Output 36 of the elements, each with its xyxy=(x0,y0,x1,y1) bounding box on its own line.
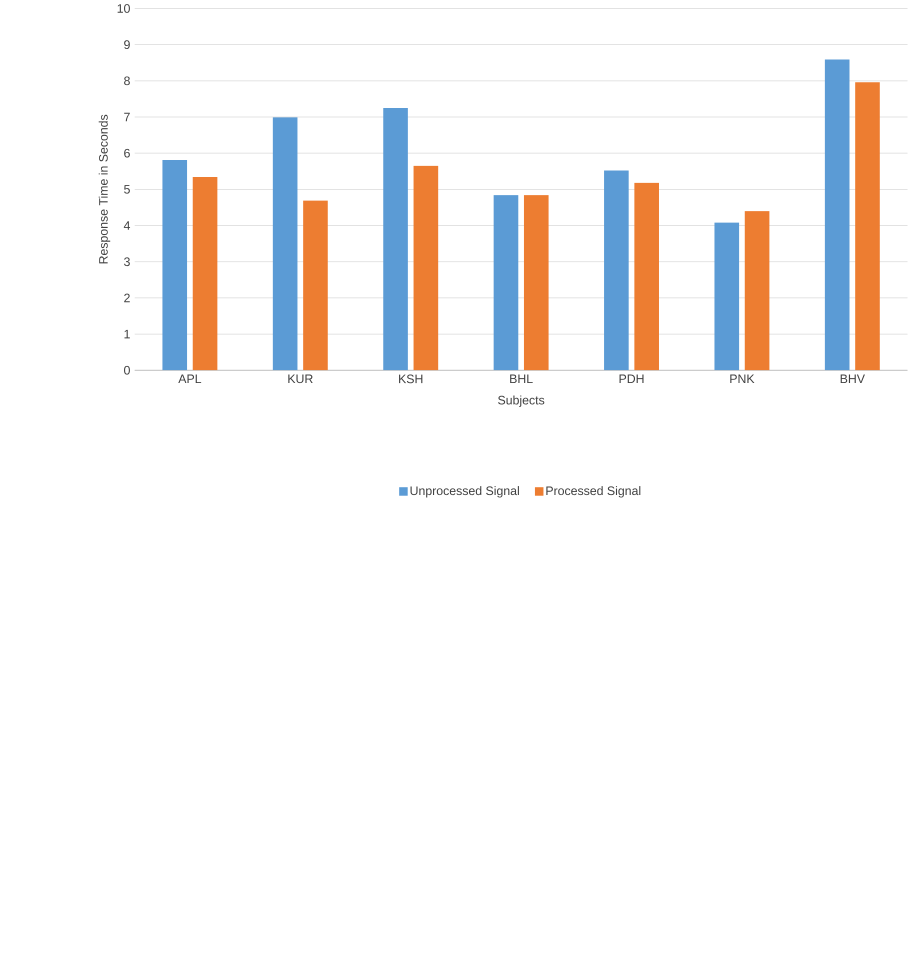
x-tick-label: KSH xyxy=(398,374,422,384)
x-tick-label: BHV xyxy=(840,374,865,384)
bar xyxy=(714,222,739,370)
bar xyxy=(855,82,880,370)
x-tick-label: PDH xyxy=(619,374,644,384)
legend-label: Processed Signal xyxy=(546,486,640,498)
y-tick-label: 4 xyxy=(124,221,130,230)
bar xyxy=(604,170,629,370)
x-tick-label: KUR xyxy=(288,374,313,384)
y-tick-label: 10 xyxy=(118,4,130,13)
x-tick-label: APL xyxy=(178,374,202,384)
y-tick-label: 5 xyxy=(124,185,130,194)
x-tick-label: BHL xyxy=(510,374,533,384)
bar xyxy=(634,182,659,370)
x-axis-title: Subjects xyxy=(498,395,544,407)
bar xyxy=(494,195,518,370)
bar xyxy=(413,166,438,370)
bar xyxy=(824,59,850,370)
y-tick-label: 7 xyxy=(124,112,130,122)
bar xyxy=(383,108,408,370)
bar xyxy=(524,195,548,370)
y-tick-label: 2 xyxy=(124,294,130,302)
y-tick-label: 3 xyxy=(124,257,130,266)
y-tick-label: 9 xyxy=(124,40,130,49)
bar xyxy=(162,160,187,370)
y-tick-label: 1 xyxy=(124,330,130,338)
legend-label: Unprocessed Signal xyxy=(410,486,519,498)
x-tick-label: PNK xyxy=(730,374,754,384)
y-axis-title: Response Time in Seconds xyxy=(98,114,110,264)
bar xyxy=(192,177,218,370)
y-tick-label: 0 xyxy=(124,366,130,375)
bar xyxy=(744,211,770,370)
y-tick-label: 6 xyxy=(124,148,130,158)
bar xyxy=(303,200,328,370)
bar xyxy=(272,117,298,370)
y-tick-label: 8 xyxy=(124,76,130,86)
